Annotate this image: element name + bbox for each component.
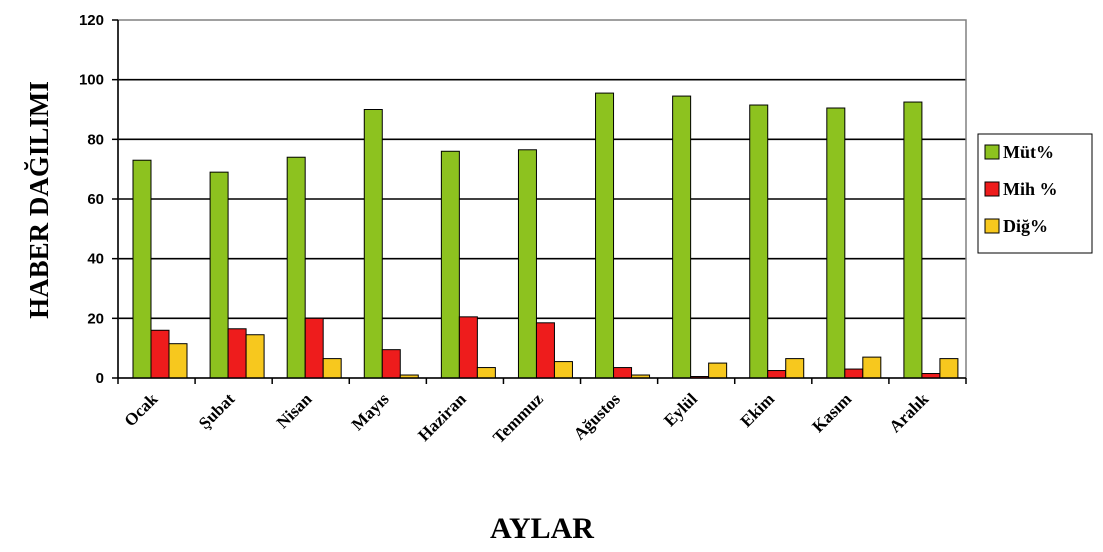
bar-0-1 bbox=[209, 171, 229, 379]
x-category-label: Nisan bbox=[273, 389, 316, 432]
bar-1-4 bbox=[458, 316, 478, 379]
x-axis-category-labels: Ocak Şubat Nisan Mayıs Haziran Temmuz Ağustos E… bbox=[121, 389, 933, 447]
bar-2-4 bbox=[476, 367, 496, 379]
x-category-label: Ekim bbox=[737, 389, 778, 430]
legend-items: Müt% Mih % Diğ% bbox=[984, 142, 1058, 236]
bar-marks bbox=[132, 92, 959, 379]
x-category-label: Ocak bbox=[121, 389, 162, 430]
y-axis-title: HABER DAĞILIMI bbox=[24, 81, 54, 319]
x-axis-title: AYLAR bbox=[490, 512, 594, 545]
bar-2-1 bbox=[245, 334, 265, 379]
bar-1-8 bbox=[767, 370, 787, 379]
bar-2-8 bbox=[785, 358, 805, 379]
legend-swatch bbox=[984, 181, 1000, 197]
bar-0-4 bbox=[440, 150, 460, 379]
bar-1-0 bbox=[150, 329, 170, 379]
bar-1-5 bbox=[535, 322, 555, 379]
x-category-label: Ağustos bbox=[570, 389, 624, 443]
bar-0-6 bbox=[595, 92, 615, 379]
bar-2-9 bbox=[862, 356, 882, 379]
bar-0-7 bbox=[672, 95, 692, 379]
y-axis-ticks: 0 20 40 60 80 100 120 bbox=[79, 12, 118, 387]
bar-1-1 bbox=[227, 328, 247, 379]
bar-2-10 bbox=[939, 358, 959, 379]
bar-2-0 bbox=[168, 343, 188, 379]
bar-0-9 bbox=[826, 107, 846, 379]
bar-2-2 bbox=[322, 358, 342, 379]
legend: Müt% Mih % Diğ% bbox=[977, 133, 1093, 254]
bar-0-8 bbox=[749, 104, 769, 379]
legend-swatch bbox=[984, 144, 1000, 160]
x-category-label: Eylül bbox=[660, 389, 701, 430]
y-tick-label: 80 bbox=[87, 131, 104, 148]
bar-0-3 bbox=[363, 109, 383, 379]
bar-0-2 bbox=[286, 156, 306, 379]
bar-1-6 bbox=[613, 367, 633, 379]
bar-1-9 bbox=[844, 368, 864, 379]
y-tick-label: 40 bbox=[87, 251, 104, 268]
bar-0-5 bbox=[517, 149, 537, 379]
x-category-label: Kasım bbox=[808, 389, 855, 436]
x-category-label: Haziran bbox=[414, 389, 470, 445]
x-category-label: Mayıs bbox=[348, 389, 393, 434]
x-category-label: Temmuz bbox=[489, 389, 547, 447]
x-category-label: Aralık bbox=[885, 389, 932, 436]
legend-label: Diğ% bbox=[1003, 216, 1048, 236]
legend-label: Mih % bbox=[1003, 179, 1058, 199]
y-tick-label: 100 bbox=[79, 72, 104, 89]
y-tick-label: 0 bbox=[96, 370, 104, 387]
bar-0-10 bbox=[903, 101, 923, 379]
bar-1-3 bbox=[381, 349, 401, 379]
bar-2-5 bbox=[553, 361, 573, 379]
y-tick-label: 60 bbox=[87, 191, 104, 208]
y-tick-label: 20 bbox=[87, 310, 104, 327]
bar-0-0 bbox=[132, 159, 152, 379]
y-tick-label: 120 bbox=[79, 12, 104, 29]
x-category-label: Şubat bbox=[195, 389, 239, 433]
x-axis-ticks bbox=[117, 378, 967, 384]
grid-lines bbox=[118, 78, 966, 320]
legend-label: Müt% bbox=[1003, 142, 1054, 162]
bar-2-7 bbox=[708, 362, 728, 379]
bar-1-2 bbox=[304, 317, 324, 379]
legend-swatch bbox=[984, 218, 1000, 234]
